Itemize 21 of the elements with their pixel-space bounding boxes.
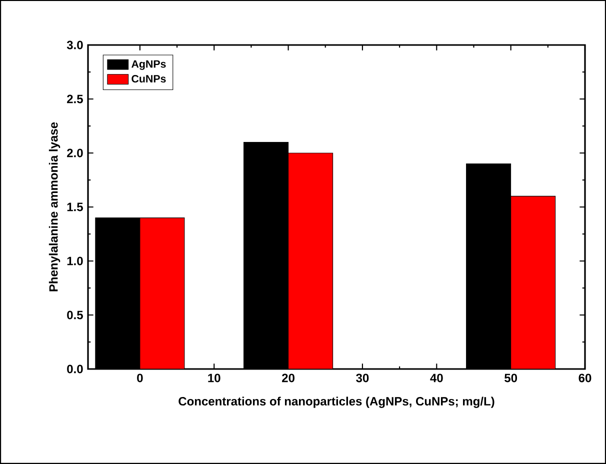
y-tick-label: 2.0 xyxy=(67,148,83,158)
x-tick-label: 30 xyxy=(356,374,369,382)
x-tick-label: 20 xyxy=(282,374,294,382)
legend-label: AgNPs xyxy=(132,60,166,70)
bar xyxy=(510,196,556,369)
x-tick-label: 60 xyxy=(578,374,592,382)
bar xyxy=(288,152,334,369)
y-tick-label: 2.5 xyxy=(67,94,83,104)
y-tick-label: 1.0 xyxy=(67,256,83,266)
x-tick-label: 10 xyxy=(208,374,220,382)
y-tick-label: 3.0 xyxy=(66,40,83,50)
y-tick-label: 0.5 xyxy=(67,310,83,320)
x-tick-label: 40 xyxy=(430,374,443,382)
legend-label: CuNPs xyxy=(132,74,166,83)
bar xyxy=(140,218,185,369)
y-axis-title: Phenylalanine ammonia lyase xyxy=(48,122,60,292)
y-tick-label: 1.5 xyxy=(67,202,83,212)
y-tick-label: 0.0 xyxy=(67,364,83,374)
x-tick-label: 0 xyxy=(137,374,143,382)
x-tick-label: 50 xyxy=(504,374,518,382)
x-axis-title: Concentrations of nanoparticles (AgNPs, CuNPs; mg/L) xyxy=(178,396,494,408)
